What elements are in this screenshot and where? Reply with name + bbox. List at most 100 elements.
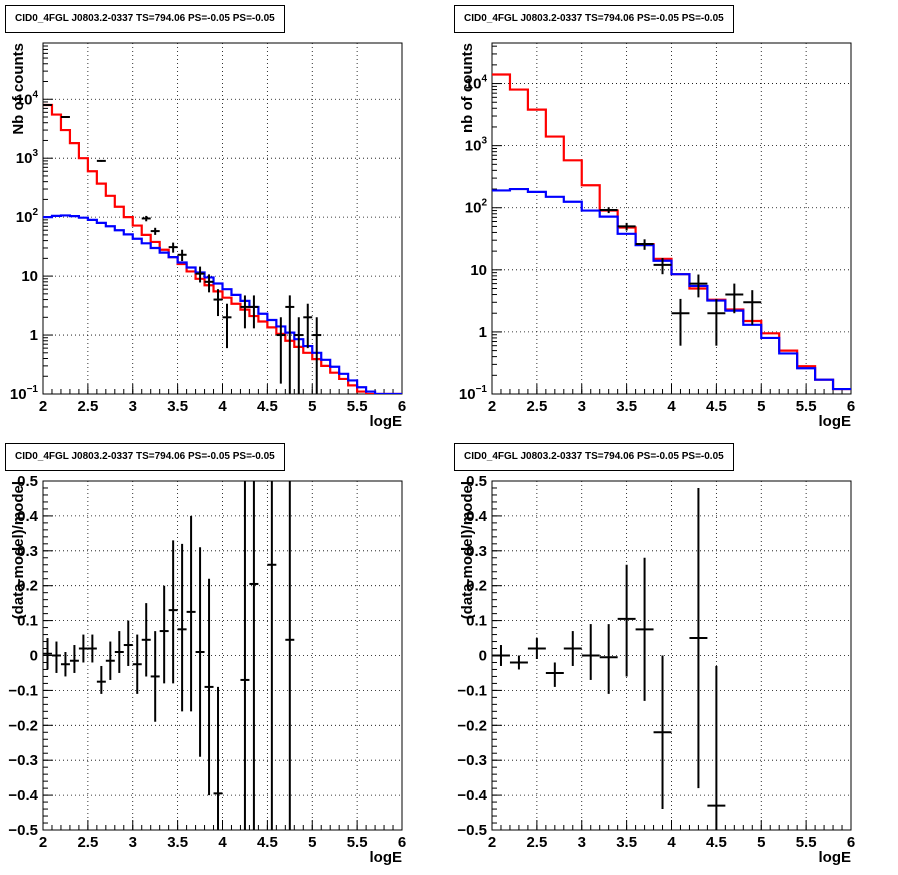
top-left-title: CID0_4FGL J0803.2-0337 TS=794.06 PS=-0.0… — [5, 5, 285, 33]
data-point — [303, 303, 313, 349]
data-point — [69, 645, 79, 673]
y-tick-label: 10−1 — [459, 384, 488, 403]
y-tick-label: 103 — [465, 136, 488, 155]
x-tick-label: 3.5 — [167, 834, 188, 851]
x-tick-label: 6 — [847, 834, 855, 851]
y-tick-label: 1 — [479, 324, 487, 341]
data-point — [60, 652, 70, 677]
x-tick-label: 5 — [308, 398, 316, 415]
data-point — [141, 603, 151, 677]
top-right-plot: 2 2.5 3 3.5 4 4.5 5 5.5 610−1110102103104logEnb … — [459, 42, 855, 430]
data-point — [635, 239, 654, 250]
data-point — [43, 103, 52, 106]
y-axis-title: nb of counts — [459, 43, 476, 133]
data-point — [285, 295, 295, 394]
x-tick-label: 3 — [129, 398, 137, 415]
data-point — [249, 481, 259, 830]
data-point — [195, 266, 205, 283]
y-tick-label: 0.1 — [466, 613, 487, 630]
data-point — [617, 222, 636, 231]
data-point — [671, 298, 690, 346]
data-point — [653, 258, 672, 275]
data-point — [78, 634, 88, 663]
x-tick-label: 3 — [578, 834, 586, 851]
y-tick-exponent: 3 — [32, 148, 38, 159]
y-tick-label: 104 — [16, 89, 39, 108]
y-tick-label: −0.3 — [457, 752, 487, 769]
data-point — [240, 295, 250, 329]
data-point — [150, 227, 160, 235]
y-tick-base: 10 — [459, 386, 476, 403]
bottom-right-title: CID0_4FGL J0803.2-0337 TS=794.06 PS=-0.0… — [454, 443, 734, 471]
data-point — [186, 515, 196, 712]
y-tick-label: 0.5 — [466, 473, 487, 490]
data-point — [725, 283, 744, 314]
data-point — [168, 540, 178, 684]
bottom-left-data — [43, 481, 295, 830]
data-point — [204, 274, 214, 293]
y-axis-title: (data-model)/model — [10, 481, 27, 619]
x-tick-label: 2 — [39, 398, 47, 415]
data-point — [527, 638, 546, 659]
y-tick-exponent: 3 — [481, 136, 487, 147]
top-left-plot: 2 2.5 3 3.5 4 4.5 5 5.5 610−1110102103104logENb … — [10, 42, 406, 430]
y-tick-base: 10 — [465, 200, 482, 217]
data-point — [276, 317, 286, 384]
data-point — [105, 641, 115, 680]
x-tick-label: 4 — [667, 398, 676, 415]
y-tick-label: 0 — [30, 648, 38, 665]
y-tick-label: 102 — [16, 207, 39, 226]
y-tick-label: 0.1 — [17, 613, 38, 630]
y-tick-base: 10 — [16, 91, 33, 108]
x-tick-label: 2.5 — [77, 398, 98, 415]
y-tick-label: 0 — [479, 648, 487, 665]
x-tick-label: 5 — [308, 834, 316, 851]
data-point — [743, 290, 762, 325]
data-point — [689, 274, 708, 298]
data-point — [563, 631, 582, 666]
y-tick-base: 10 — [465, 76, 482, 93]
x-tick-label: 3 — [129, 834, 137, 851]
y-tick-label: 0.4 — [466, 508, 488, 525]
y-tick-label: −0.5 — [8, 822, 38, 839]
x-tick-label: 6 — [398, 834, 406, 851]
x-tick-label: 2.5 — [526, 398, 547, 415]
x-tick-label: 4 — [667, 834, 676, 851]
data-point — [204, 578, 214, 796]
y-tick-label: 0.3 — [466, 543, 487, 560]
y-tick-exponent: 2 — [32, 207, 38, 218]
data-point — [177, 249, 187, 262]
y-tick-base: 10 — [10, 386, 27, 403]
x-tick-label: 4.5 — [257, 398, 278, 415]
data-point — [285, 481, 295, 830]
data-point — [249, 295, 259, 329]
x-tick-label: 5 — [757, 398, 765, 415]
top-right-title: CID0_4FGL J0803.2-0337 TS=794.06 PS=-0.0… — [454, 5, 734, 33]
y-axis-title: Nb of counts — [10, 43, 27, 135]
y-tick-label: 0.5 — [17, 473, 38, 490]
model-source-histogram — [43, 214, 402, 394]
y-tick-label: −0.2 — [8, 717, 38, 734]
x-tick-label: 4.5 — [706, 834, 727, 851]
y-tick-label: 0.2 — [466, 578, 487, 595]
data-point — [635, 557, 654, 701]
data-point — [267, 481, 277, 830]
x-tick-label: 3.5 — [616, 834, 637, 851]
y-tick-exponent: 4 — [481, 74, 487, 85]
data-point — [599, 207, 618, 214]
x-tick-label: 3.5 — [167, 398, 188, 415]
bottom-right-frame — [491, 480, 852, 831]
y-tick-base: 10 — [16, 150, 33, 167]
data-point — [707, 298, 726, 346]
x-tick-label: 4 — [218, 398, 227, 415]
bottom-right-data — [492, 487, 726, 830]
data-point — [312, 317, 322, 394]
data-point — [581, 624, 600, 680]
x-tick-label: 5 — [757, 834, 765, 851]
y-tick-exponent: −1 — [27, 384, 39, 395]
bottom-left-plot: 2 2.5 3 3.5 4 4.5 5 5.5 6 −0.5 −0.4 −0.3 −0.2 −0.1 0 0.… — [8, 473, 406, 866]
data-point — [653, 655, 672, 810]
y-tick-base: 10 — [465, 138, 482, 155]
y-tick-label: 103 — [16, 148, 39, 167]
